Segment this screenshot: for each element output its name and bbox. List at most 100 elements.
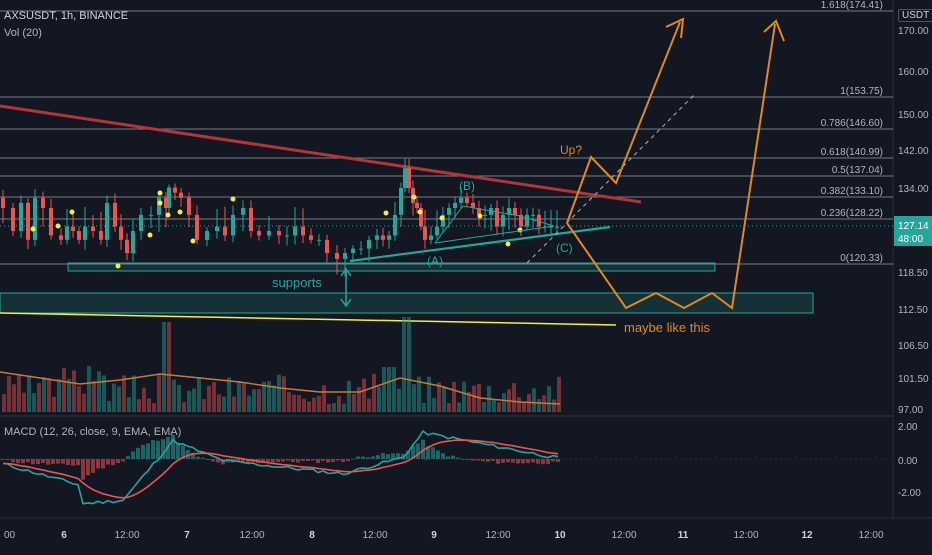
candle-body xyxy=(11,208,15,232)
candle-body xyxy=(195,214,199,240)
macd-histogram-bar xyxy=(506,459,510,463)
time-tick-label-edge: 00 xyxy=(4,530,16,541)
volume-bar xyxy=(77,386,81,412)
candle-body xyxy=(317,239,321,241)
macd-histogram-bar xyxy=(461,458,465,460)
volume-bar xyxy=(422,403,426,412)
macd-histogram-bar xyxy=(276,459,280,462)
macd-histogram-bar xyxy=(76,459,80,466)
volume-bar xyxy=(107,400,111,412)
macd-histogram-bar xyxy=(431,447,435,459)
volume-bar xyxy=(297,395,301,412)
fib-label-1: 1(153.75) xyxy=(840,86,883,97)
candle-body xyxy=(241,208,245,215)
candle-body xyxy=(105,202,109,240)
macd-histogram-bar xyxy=(186,449,190,459)
volume-bar xyxy=(242,383,246,412)
macd-histogram-bar xyxy=(501,459,505,463)
macd-histogram-bar xyxy=(11,459,15,463)
candle-body xyxy=(131,231,135,254)
time-tick-label: 7 xyxy=(184,530,190,541)
candle-body xyxy=(231,214,235,236)
volume-ma-line xyxy=(0,371,561,405)
macd-histogram-bar xyxy=(351,458,355,460)
volume-bar xyxy=(132,375,136,412)
candle-body xyxy=(77,231,81,240)
macd-histogram-bar xyxy=(201,457,205,459)
volume-bar xyxy=(237,381,241,412)
macd-histogram-bar xyxy=(271,459,275,463)
volume-bar xyxy=(72,370,76,412)
volume-bar xyxy=(332,403,336,412)
candle-body xyxy=(403,168,407,188)
volume-bar xyxy=(127,397,131,412)
time-tick-label: 12:00 xyxy=(114,530,139,541)
macd-histogram-bar xyxy=(181,445,185,459)
fib-label-0.382: 0.382(133.10) xyxy=(821,186,883,197)
candle-body xyxy=(139,214,143,232)
wave-triangle-lower xyxy=(434,225,555,244)
candle-body xyxy=(293,226,297,236)
macd-histogram-bar xyxy=(66,459,70,466)
volume-bar xyxy=(462,381,466,412)
candle-body xyxy=(113,202,117,227)
candle-body xyxy=(49,208,53,236)
volume-bar xyxy=(22,392,26,412)
macd-histogram-bar xyxy=(551,459,555,462)
candle-body xyxy=(325,239,329,254)
volume-bar xyxy=(272,385,276,412)
volume-bar xyxy=(87,366,91,412)
volume-bar xyxy=(472,385,476,412)
macd-histogram-bar xyxy=(141,444,145,459)
macd-histogram-bar xyxy=(436,450,440,459)
volume-bar xyxy=(307,401,311,412)
macd-histogram-bar xyxy=(381,452,385,459)
macd-histogram-bar xyxy=(536,459,540,464)
macd-histogram-bar xyxy=(301,459,305,461)
volume-bar xyxy=(147,398,151,412)
fib-label-0: 0(120.33) xyxy=(840,253,883,264)
macd-tick-label: 2.00 xyxy=(898,422,918,433)
volume-bar xyxy=(247,395,251,412)
signal-dot xyxy=(383,210,389,216)
volume-bar xyxy=(432,398,436,412)
last-price-badge xyxy=(894,216,932,246)
support-arrow-top xyxy=(340,267,352,277)
macd-histogram-bar xyxy=(266,459,270,462)
candle-body xyxy=(149,214,153,216)
candle-body xyxy=(249,208,253,232)
macd-histogram-bar xyxy=(61,459,65,464)
volume-bar xyxy=(262,381,266,412)
volume-bar xyxy=(162,322,166,412)
volume-bar xyxy=(512,383,516,412)
signal-dot xyxy=(165,212,171,218)
currency-badge[interactable]: USDT xyxy=(898,9,932,22)
signal-dot xyxy=(115,263,121,269)
candle-body xyxy=(419,208,423,227)
volume-bar xyxy=(202,399,206,412)
signal-dot xyxy=(157,200,163,206)
candle-body xyxy=(187,197,191,215)
volume-bar xyxy=(362,378,366,412)
signal-dot xyxy=(439,215,445,221)
volume-bar xyxy=(232,396,236,412)
candle-body xyxy=(167,187,171,209)
candle-body xyxy=(387,235,391,240)
time-tick-label: 9 xyxy=(431,530,437,541)
macd-histogram-bar xyxy=(126,455,130,459)
signal-dot xyxy=(505,241,511,247)
volume-bar xyxy=(492,399,496,412)
rising-support-line xyxy=(349,225,611,263)
macd-histogram-bar xyxy=(441,453,445,459)
macd-histogram-bar xyxy=(326,459,330,463)
volume-bar xyxy=(292,394,296,412)
signal-dot xyxy=(177,209,183,215)
volume-bar xyxy=(187,390,191,412)
time-tick-label: 11 xyxy=(678,530,689,541)
candle-body xyxy=(301,226,305,236)
volume-bar xyxy=(347,380,351,412)
volume-bar xyxy=(57,378,61,412)
macd-histogram-bar xyxy=(546,459,550,464)
